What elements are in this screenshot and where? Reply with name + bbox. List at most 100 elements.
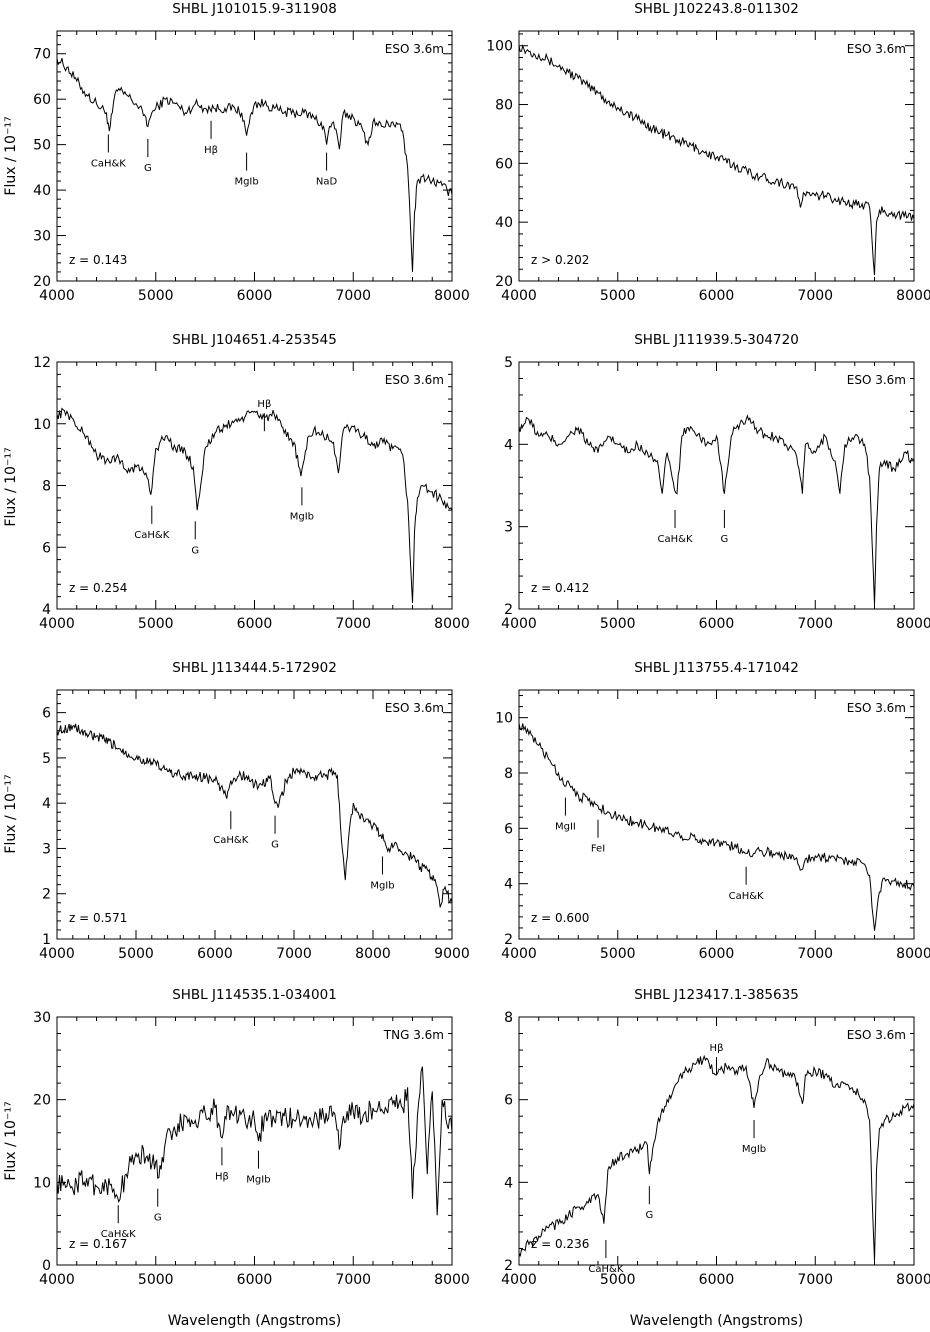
x-tick-label: 4000 — [39, 288, 75, 304]
x-tick-label: 5000 — [138, 288, 174, 304]
line-id-label: CaH&K — [729, 891, 764, 902]
line-id-label: CaH&K — [91, 158, 126, 169]
line-id-label: G — [645, 1210, 653, 1221]
x-tick-label: 5000 — [600, 946, 636, 962]
x-tick-label: 4000 — [501, 616, 537, 632]
plot-frame — [518, 361, 915, 610]
panel-title: SHBL J111939.5-304720 — [634, 332, 799, 348]
x-tick-label: 7000 — [797, 1272, 833, 1288]
telescope-label: ESO 3.6m — [385, 42, 444, 56]
spectrum-line — [56, 723, 453, 908]
line-id-label: MgII — [555, 822, 576, 833]
line-id-label: CaH&K — [134, 530, 169, 541]
line-id-label: Hβ — [204, 145, 218, 156]
y-axis-label: Flux / 10⁻¹⁷ — [3, 774, 19, 853]
x-axis-label: Wavelength (Angstroms) — [168, 1313, 342, 1329]
line-id-label: FeI — [591, 844, 605, 855]
y-tick-label: 20 — [33, 1093, 51, 1109]
spectrum-panel-3: 4000 5000 6000 7000 8000 4 6 8 10 12 SHBL J104651.… — [33, 332, 470, 632]
spectrum-line — [56, 57, 453, 272]
x-tick-label: 7000 — [797, 616, 833, 632]
y-tick-label: 4 — [42, 602, 51, 618]
redshift-label: z = 0.571 — [69, 911, 127, 925]
y-tick-label: 60 — [495, 156, 513, 172]
spectrum-panel-4: 4000 5000 6000 7000 8000 2 3 4 5 SHBL J111939.5-3… — [501, 332, 930, 632]
y-tick-label: 8 — [42, 479, 51, 495]
spectrum-panel-2: 4000 5000 6000 7000 8000 20 40 60 80 100 SHBL J102… — [486, 1, 930, 304]
redshift-label: z > 0.202 — [531, 253, 589, 267]
x-tick-label: 5000 — [118, 946, 154, 962]
y-tick-label: 2 — [504, 1258, 513, 1274]
line-id-label: Hβ — [710, 1043, 724, 1054]
x-tick-label: 4000 — [501, 946, 537, 962]
spectrum-line — [518, 723, 915, 931]
y-tick-label: 3 — [42, 841, 51, 857]
y-axis-label: Flux / 10⁻¹⁷ — [3, 447, 19, 526]
x-tick-label: 8000 — [896, 616, 930, 632]
telescope-label: ESO 3.6m — [847, 42, 906, 56]
plot-frame — [56, 30, 453, 282]
y-tick-label: 4 — [504, 1175, 513, 1191]
x-tick-label: 4000 — [501, 288, 537, 304]
line-id-label: MgIb — [290, 511, 314, 522]
y-tick-label: 3 — [504, 520, 513, 536]
redshift-label: z = 0.236 — [531, 1237, 589, 1251]
y-tick-label: 60 — [33, 92, 51, 108]
y-tick-label: 2 — [504, 932, 513, 948]
line-id-label: MgIb — [742, 1144, 766, 1155]
y-tick-label: 20 — [33, 274, 51, 290]
x-tick-label: 7000 — [335, 616, 371, 632]
redshift-label: z = 0.143 — [69, 253, 127, 267]
y-tick-label: 30 — [33, 1010, 51, 1026]
x-tick-label: 7000 — [797, 288, 833, 304]
y-tick-label: 6 — [504, 1093, 513, 1109]
telescope-label: ESO 3.6m — [847, 701, 906, 715]
panel-title: SHBL J123417.1-385635 — [634, 987, 799, 1003]
spectrum-panel-8: 4000 5000 6000 7000 8000 2 4 6 8 SHBL J123417.1-3… — [501, 987, 930, 1288]
y-tick-label: 6 — [504, 821, 513, 837]
x-tick-label: 6000 — [699, 288, 735, 304]
line-id-label: NaD — [316, 177, 338, 188]
redshift-label: z = 0.167 — [69, 1237, 127, 1251]
y-tick-label: 50 — [33, 138, 51, 154]
x-axis-label: Wavelength (Angstroms) — [630, 1313, 804, 1329]
y-tick-label: 10 — [33, 1175, 51, 1191]
line-id-label: MgIb — [246, 1175, 270, 1186]
panel-title: SHBL J104651.4-253545 — [172, 332, 337, 348]
x-tick-label: 6000 — [197, 946, 233, 962]
y-tick-label: 10 — [33, 417, 51, 433]
x-tick-label: 5000 — [600, 616, 636, 632]
x-tick-label: 7000 — [276, 946, 312, 962]
line-id-label: G — [154, 1213, 162, 1224]
y-tick-label: 4 — [504, 437, 513, 453]
spectrum-line — [518, 414, 915, 605]
panel-title: SHBL J101015.9-311908 — [172, 1, 337, 17]
line-id-label: G — [191, 545, 199, 556]
telescope-label: ESO 3.6m — [385, 701, 444, 715]
y-tick-label: 2 — [504, 602, 513, 618]
spectrum-panel-6: 4000 5000 6000 7000 8000 2 4 6 8 10 SHBL J113755.4… — [495, 660, 930, 962]
y-tick-label: 1 — [42, 932, 51, 948]
x-tick-label: 7000 — [797, 946, 833, 962]
telescope-label: ESO 3.6m — [385, 373, 444, 387]
x-tick-label: 8000 — [434, 288, 470, 304]
panel-title: SHBL J113444.5-172902 — [172, 660, 337, 676]
y-tick-label: 8 — [504, 1010, 513, 1026]
panel-title: SHBL J102243.8-011302 — [634, 1, 799, 17]
x-tick-label: 5000 — [138, 616, 174, 632]
line-id-label: CaH&K — [213, 835, 248, 846]
y-tick-label: 100 — [486, 39, 513, 55]
x-tick-label: 8000 — [434, 616, 470, 632]
x-tick-label: 8000 — [896, 946, 930, 962]
line-id-label: CaH&K — [101, 1229, 136, 1240]
x-tick-label: 7000 — [335, 1272, 371, 1288]
plot-frame — [56, 361, 453, 610]
x-tick-label: 8000 — [355, 946, 391, 962]
y-tick-label: 12 — [33, 355, 51, 371]
line-id-label: Hβ — [215, 1171, 229, 1182]
x-tick-label: 5000 — [138, 1272, 174, 1288]
y-axis-label: Flux / 10⁻¹⁷ — [3, 116, 19, 195]
line-id-label: MgIb — [370, 880, 394, 891]
line-id-label: CaH&K — [588, 1264, 623, 1275]
y-tick-label: 8 — [504, 766, 513, 782]
